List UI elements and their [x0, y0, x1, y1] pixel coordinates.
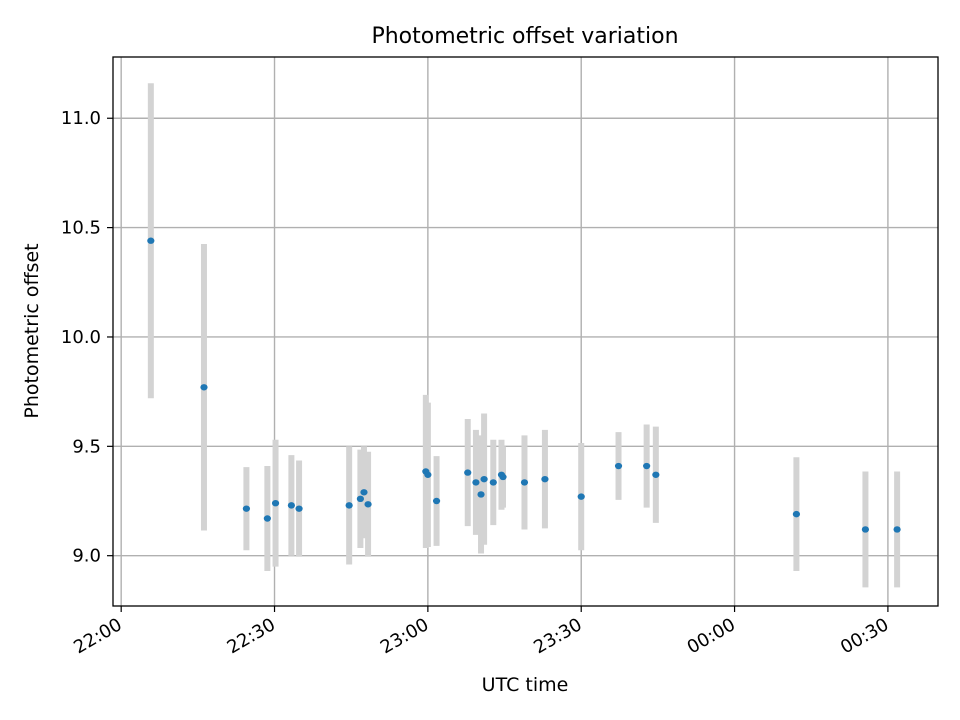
- data-point: [360, 489, 368, 496]
- data-point: [424, 471, 432, 478]
- plot-frame: [112, 56, 939, 607]
- chart-title: Photometric offset variation: [371, 24, 678, 49]
- data-point: [489, 479, 497, 486]
- data-point: [200, 384, 208, 391]
- data-points: [147, 237, 901, 533]
- data-point: [472, 479, 480, 486]
- data-point: [499, 473, 507, 481]
- y-tick-label: 9.0: [72, 546, 101, 567]
- data-point: [242, 505, 251, 512]
- y-tick-label: 9.5: [72, 436, 101, 457]
- data-point: [345, 502, 353, 509]
- y-axis-title: Photometric offset: [21, 243, 43, 418]
- data-point: [356, 495, 364, 503]
- data-point: [364, 501, 372, 508]
- y-tick-label: 10.5: [61, 218, 101, 239]
- data-point: [614, 462, 623, 470]
- data-point: [541, 475, 549, 483]
- x-axis-title: UTC time: [482, 674, 569, 696]
- data-point: [295, 505, 303, 512]
- data-point: [792, 510, 801, 518]
- y-tick-label: 11.0: [61, 108, 101, 129]
- data-point: [577, 493, 585, 500]
- data-point: [263, 515, 271, 522]
- data-point: [480, 475, 488, 483]
- grid: [113, 57, 938, 606]
- data-point: [271, 499, 280, 507]
- data-point: [464, 469, 472, 476]
- data-point: [652, 471, 660, 478]
- y-tick-label: 10.0: [61, 327, 101, 348]
- data-point: [643, 462, 651, 470]
- data-point: [432, 497, 441, 505]
- data-point: [861, 526, 870, 533]
- data-point: [520, 479, 529, 486]
- data-point: [147, 237, 155, 244]
- data-point: [477, 491, 485, 498]
- data-point: [893, 526, 901, 533]
- data-point: [287, 502, 295, 509]
